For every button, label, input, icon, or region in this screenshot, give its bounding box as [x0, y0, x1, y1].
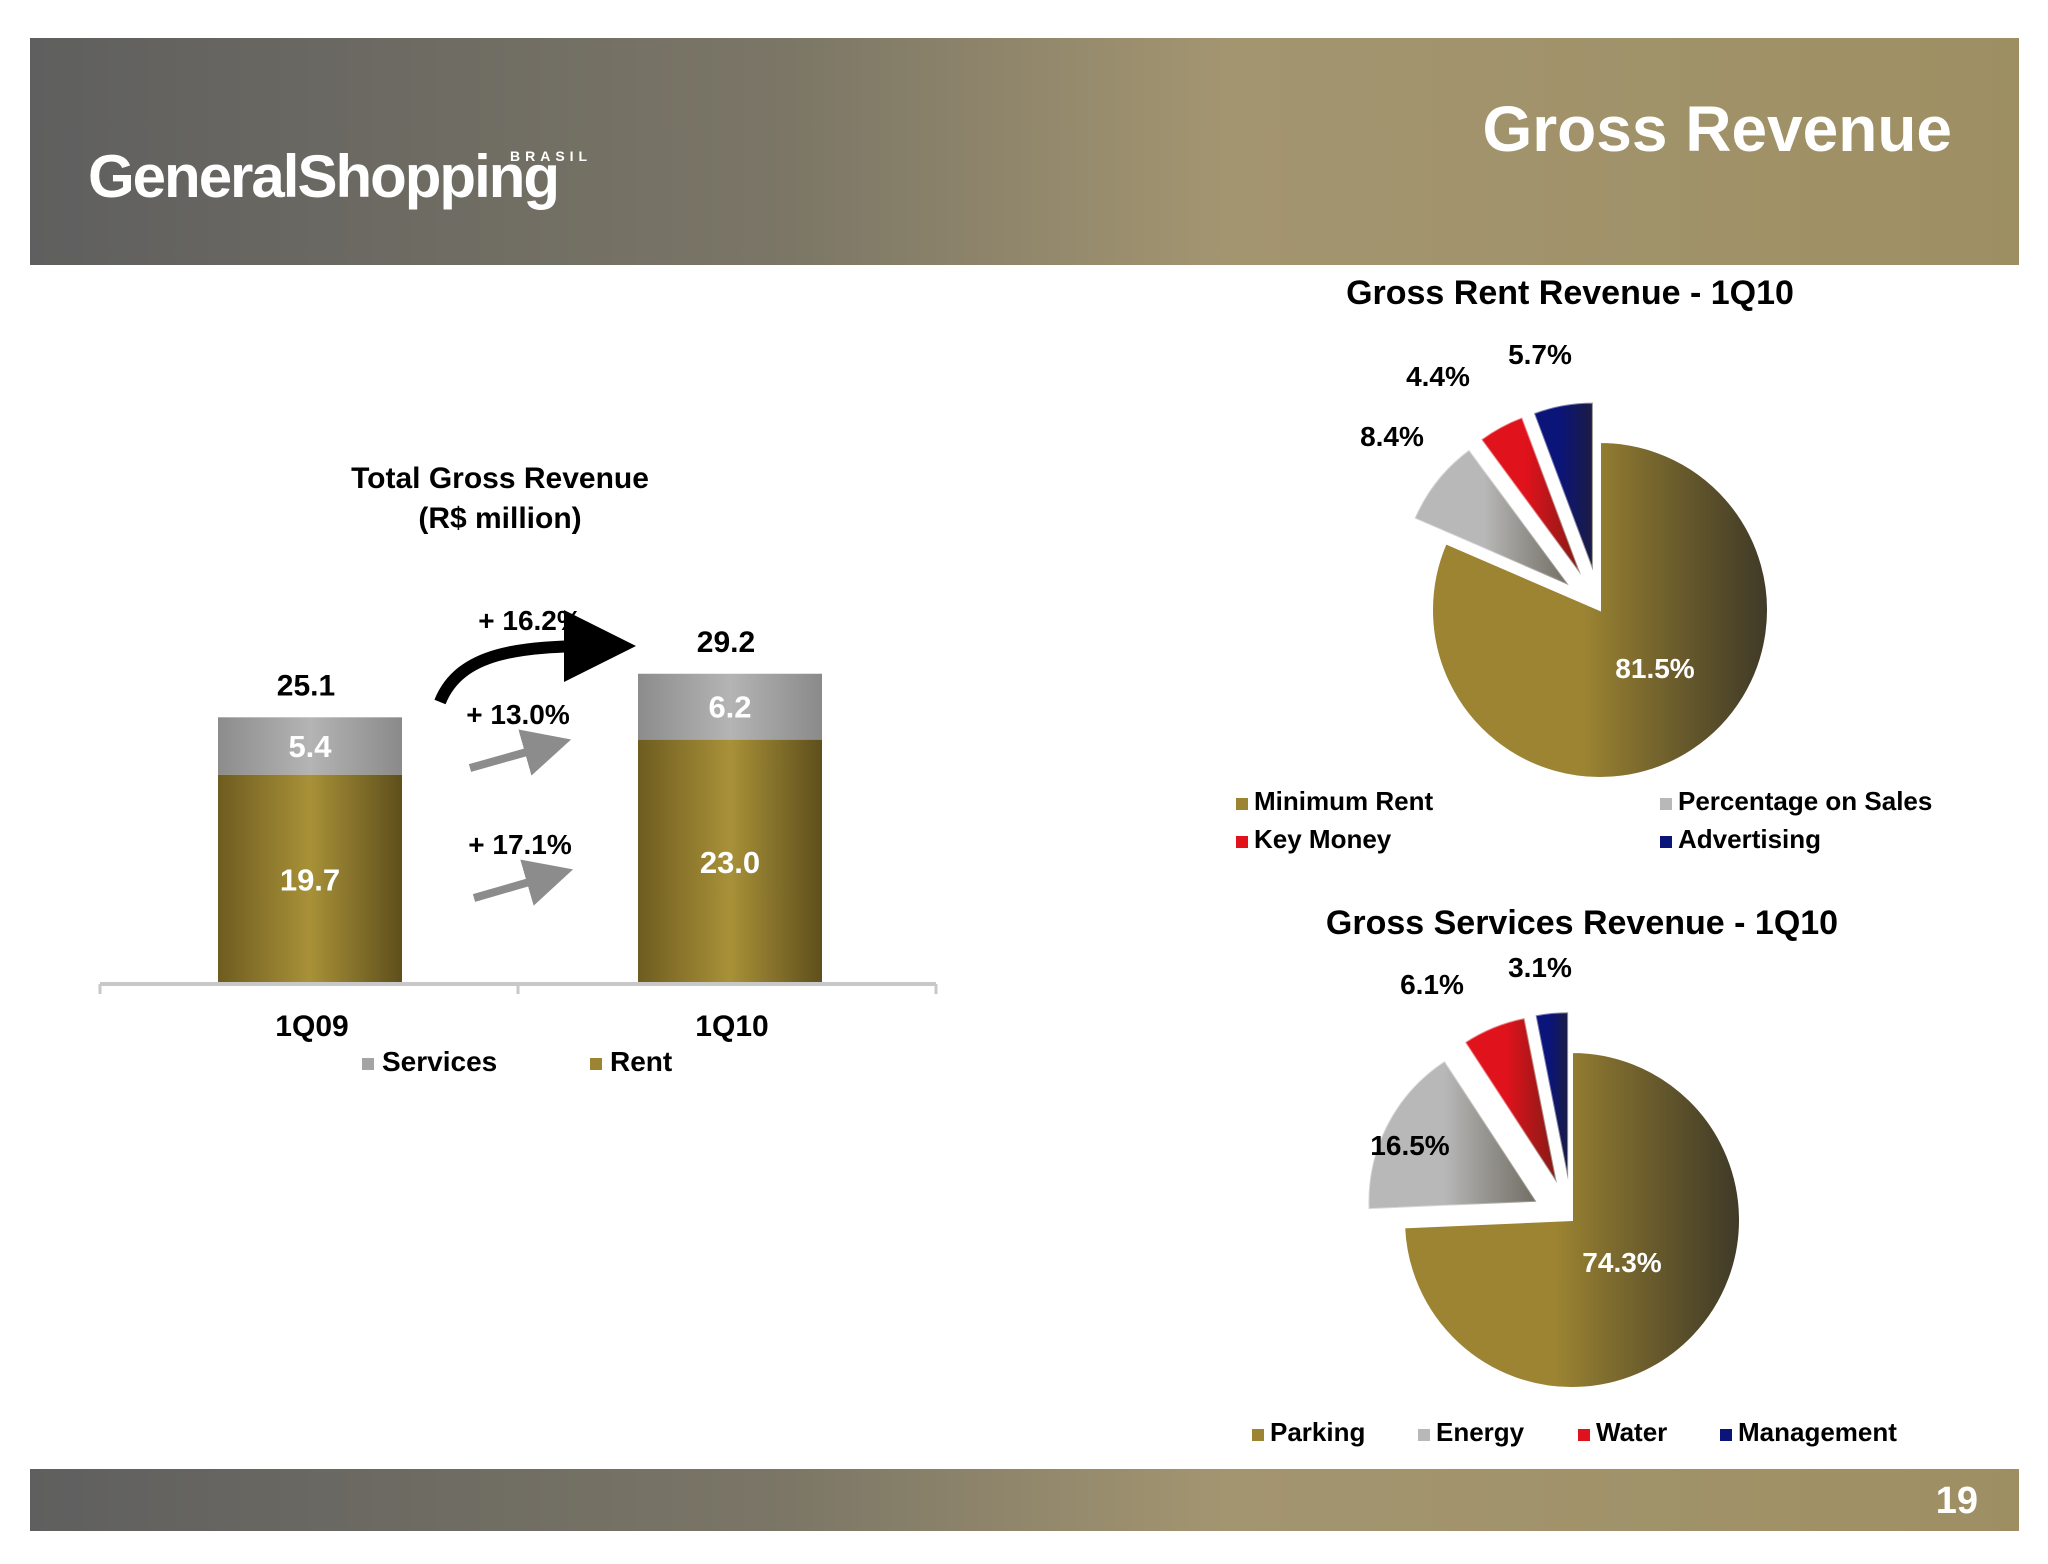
legend-swatch-water	[1578, 1429, 1590, 1441]
pie-rent-title: Gross Rent Revenue - 1Q10	[1346, 274, 1794, 312]
page-number: 19	[1935, 1480, 1978, 1522]
bar-value-label: 6.2	[708, 690, 751, 725]
legend-swatch-rent	[590, 1058, 602, 1070]
bar-total-label: 29.2	[697, 626, 755, 659]
pie-slice-shade	[1533, 402, 1593, 571]
header-band	[30, 38, 2019, 265]
legend-label-minimum-rent: Minimum Rent	[1254, 786, 1433, 816]
pie-slice-label: 16.5%	[1370, 1130, 1449, 1161]
bar-rent-1q10	[638, 739, 822, 984]
gross-services-revenue-chart: Gross Services Revenue - 1Q10 74.3% 16.5%…	[1252, 904, 1897, 1447]
legend-swatch-services	[362, 1058, 374, 1070]
pie-slice-minimum-rent	[1431, 440, 1769, 779]
pie-slice-shade	[1481, 417, 1581, 575]
total-growth-label: + 16.2%	[478, 605, 582, 636]
pie-slice-label: 8.4%	[1360, 421, 1424, 452]
bar-services-1q10	[638, 673, 822, 740]
legend-label-percentage-on-sales: Percentage on Sales	[1678, 786, 1932, 816]
legend-label-key-money: Key Money	[1254, 824, 1392, 854]
total-growth-arrow	[434, 610, 636, 705]
legend-label-rent: Rent	[610, 1046, 672, 1077]
company-logo: GeneralShopping	[88, 143, 560, 210]
legend-swatch-management	[1720, 1429, 1732, 1441]
pie-slice-shade	[1535, 1012, 1569, 1181]
legend-swatch-parking	[1252, 1429, 1264, 1441]
pie-services-title: Gross Services Revenue - 1Q10	[1326, 904, 1838, 942]
legend-swatch-energy	[1418, 1429, 1430, 1441]
pie-slice-label: 74.3%	[1582, 1247, 1661, 1278]
services-growth-label: + 13.0%	[466, 699, 570, 730]
bar-value-label: 23.0	[700, 845, 760, 880]
pie-slice-parking	[1403, 1050, 1741, 1389]
legend-swatch-key-money	[1236, 836, 1248, 848]
pie-slice-shade	[1465, 1018, 1557, 1183]
bar-services-1q09	[218, 717, 402, 775]
legend-swatch-advertising	[1660, 836, 1672, 848]
pie-slice-label: 4.4%	[1406, 361, 1470, 392]
services-growth-arrow	[468, 729, 572, 776]
legend-label-parking: Parking	[1270, 1417, 1365, 1447]
x-axis-category-label: 1Q10	[695, 1010, 768, 1043]
rent-growth-label: + 17.1%	[468, 829, 572, 860]
rent-growth-arrow	[472, 859, 574, 906]
bar-rent-1q09	[218, 774, 402, 984]
pie-slice-label: 3.1%	[1508, 952, 1572, 983]
bar-chart-subtitle: (R$ million)	[418, 502, 581, 535]
pie-slice-label: 5.7%	[1508, 339, 1572, 370]
bar-total-label: 25.1	[277, 669, 335, 702]
footer-band	[30, 1469, 2019, 1531]
pie-slice-label: 81.5%	[1615, 653, 1694, 684]
legend-label-energy: Energy	[1436, 1417, 1525, 1447]
page-title: Gross Revenue	[1482, 93, 1952, 165]
bar-value-label: 19.7	[280, 862, 340, 897]
legend-label-services: Services	[382, 1046, 497, 1077]
total-gross-revenue-chart: Total Gross Revenue (R$ million) 19.7 5.4…	[98, 462, 938, 1077]
bar-chart-title: Total Gross Revenue	[351, 462, 649, 495]
company-logo-sub: BRASIL	[510, 148, 593, 164]
pie-slice-shade	[1368, 1061, 1537, 1210]
pie-slice-shade	[1414, 449, 1569, 586]
pie-slice-label: 6.1%	[1400, 969, 1464, 1000]
bar-value-label: 5.4	[288, 729, 332, 764]
legend-label-water: Water	[1596, 1417, 1667, 1447]
legend-swatch-minimum-rent	[1236, 798, 1248, 810]
legend-label-advertising: Advertising	[1678, 824, 1821, 854]
legend-swatch-percentage-on-sales	[1660, 798, 1672, 810]
gross-rent-revenue-chart: Gross Rent Revenue - 1Q10 81.5% 8.4% 4.4% 5…	[1236, 274, 1932, 854]
legend-label-management: Management	[1738, 1417, 1897, 1447]
x-axis-category-label: 1Q09	[275, 1010, 348, 1043]
